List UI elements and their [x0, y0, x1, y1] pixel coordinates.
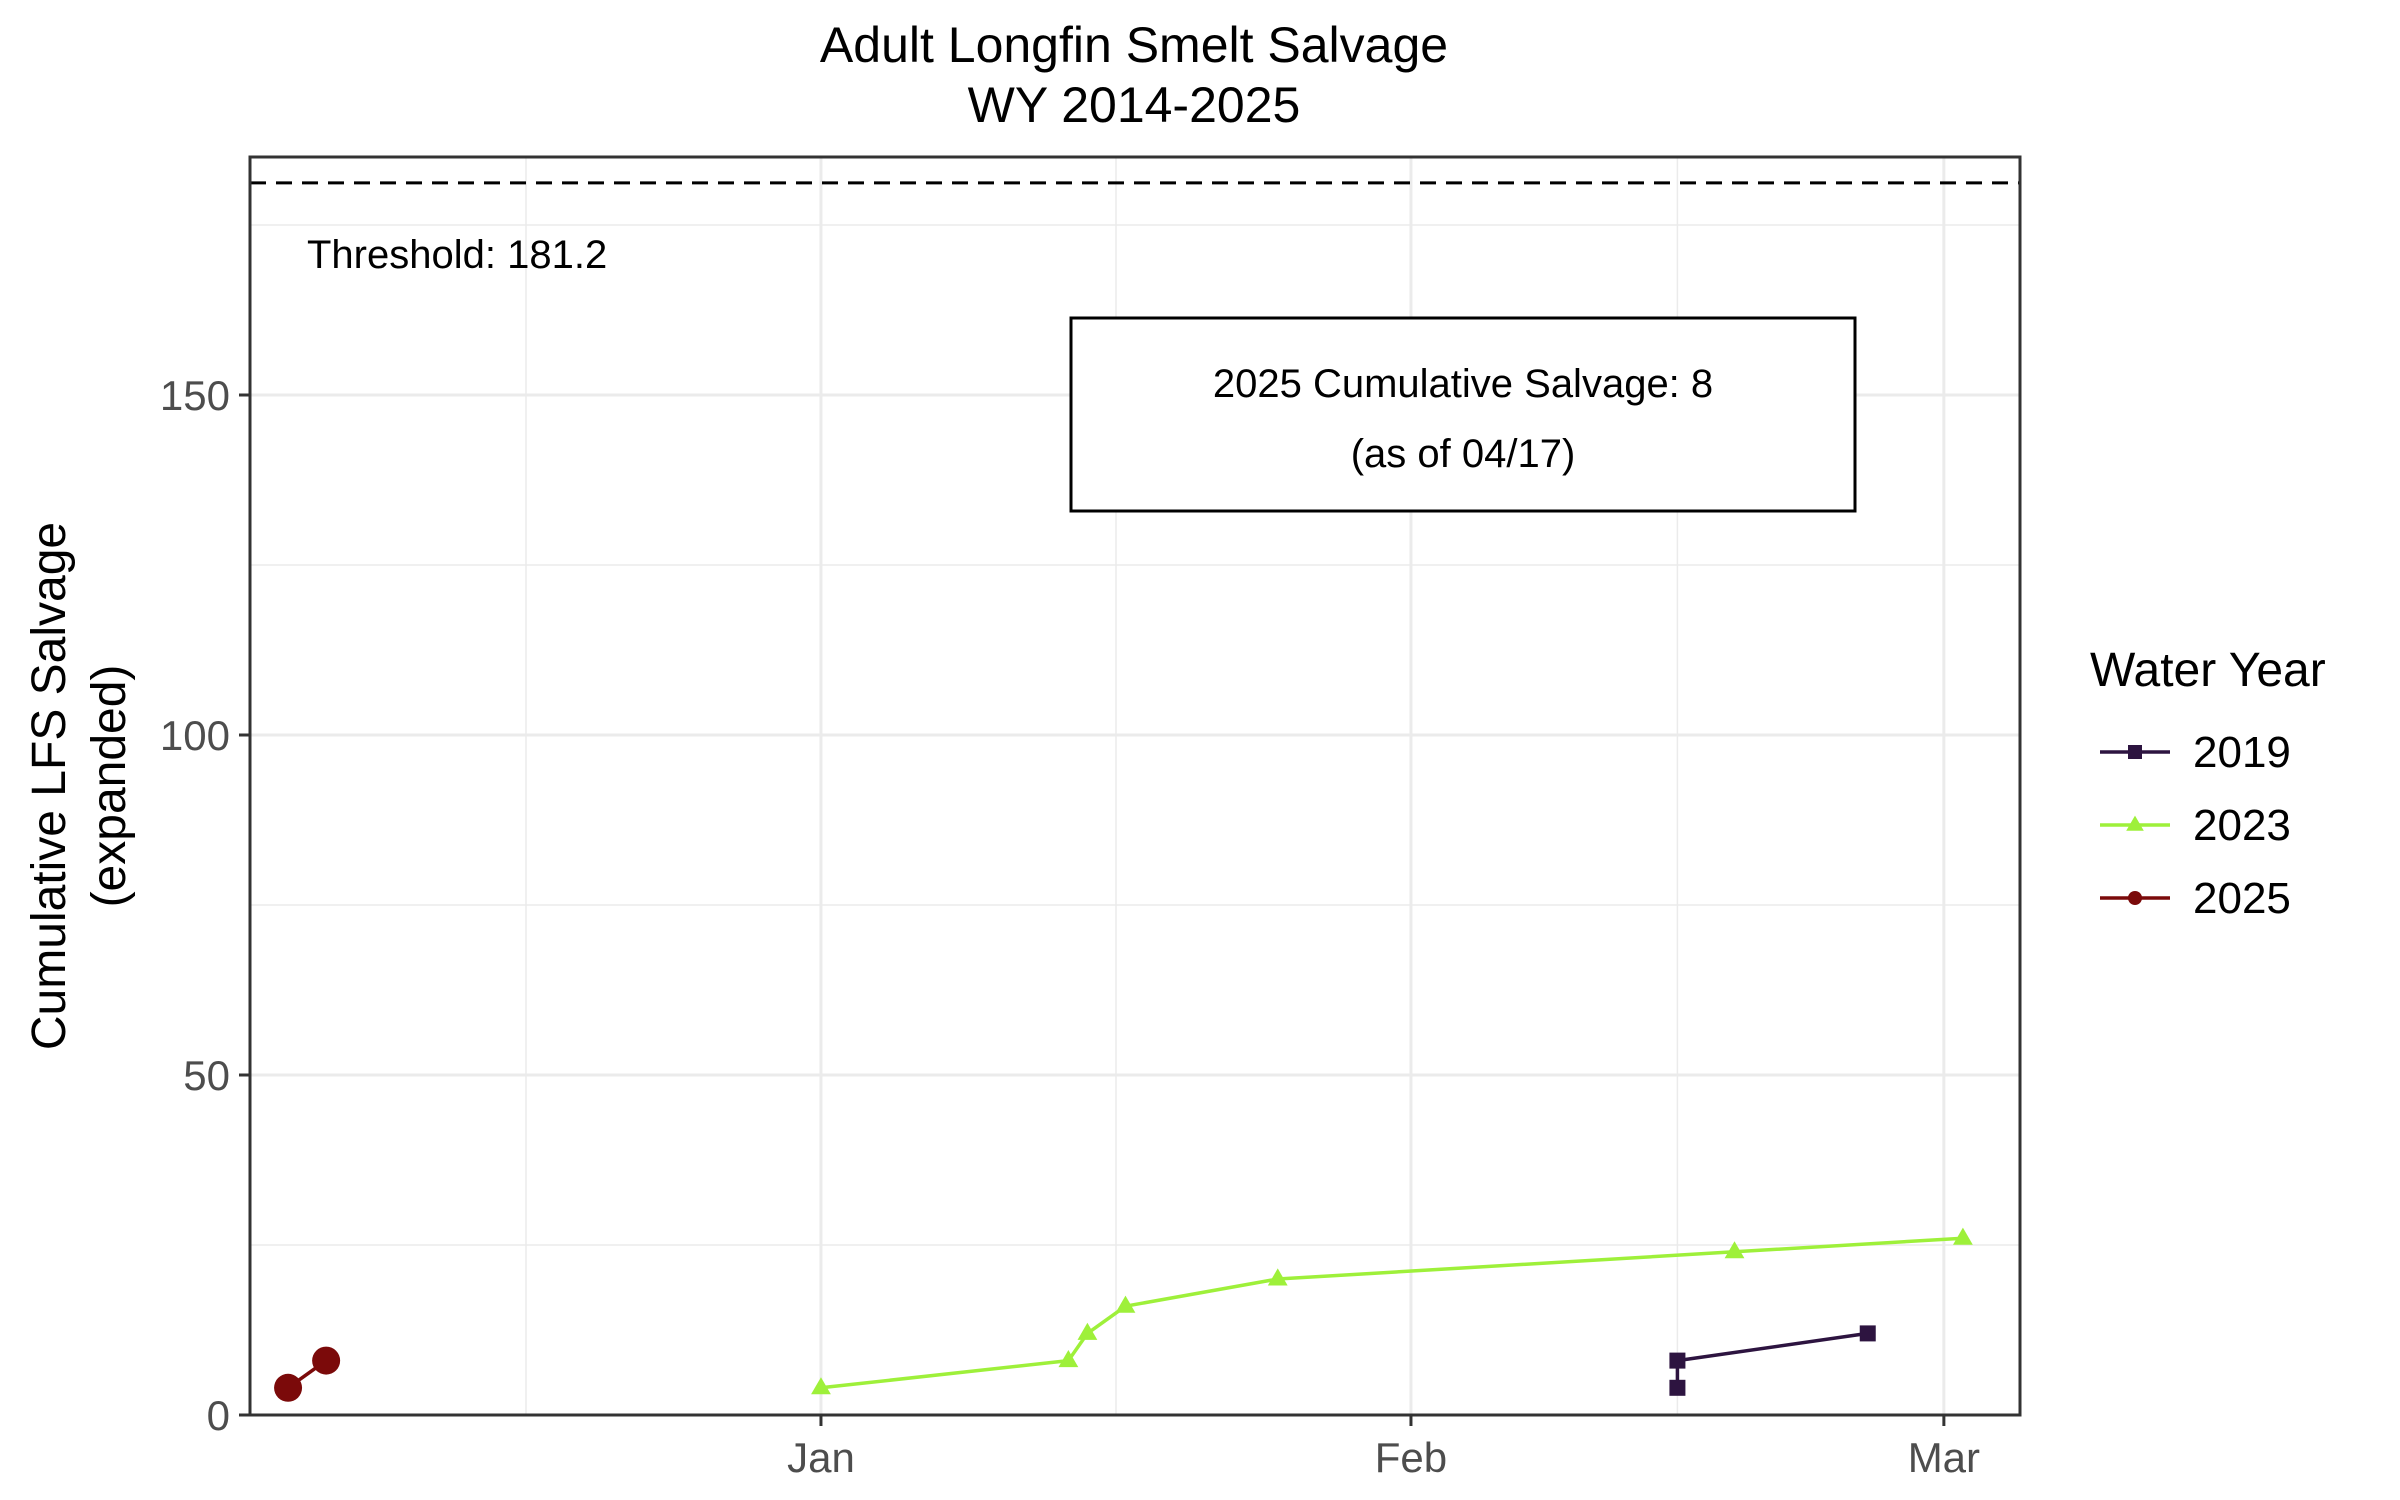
threshold-label: Threshold: 181.2: [307, 233, 607, 277]
legend-label-2019: 2019: [2193, 728, 2291, 777]
data-point-2019: [1859, 1325, 1876, 1342]
legend-item-2025: 2025: [2100, 874, 2291, 923]
legend-item-2023: 2023: [2100, 801, 2291, 850]
series-2023: [811, 1227, 1973, 1395]
y-axis-title-line-1: Cumulative LFS Salvage: [23, 522, 76, 1050]
y-tick-label: 150: [160, 372, 230, 419]
data-point-2023: [1953, 1227, 1973, 1245]
y-tick-label: 0: [207, 1392, 230, 1439]
y-tick-label: 100: [160, 712, 230, 759]
series-layer: [274, 1227, 1973, 1402]
y-tick-label: 50: [183, 1052, 230, 1099]
data-point-2023: [811, 1377, 831, 1395]
data-point-2023: [1724, 1241, 1745, 1259]
data-point-2019: [1669, 1379, 1686, 1396]
data-point-2019: [1669, 1352, 1686, 1369]
data-point-2023: [1058, 1349, 1079, 1368]
legend-item-2019: 2019: [2100, 728, 2291, 777]
annotation-line-1: 2025 Cumulative Salvage: 8: [1213, 362, 1713, 406]
data-point-2023: [1077, 1322, 1098, 1340]
plot-border: [248, 155, 2022, 1417]
axis-ticks: 0 50 100 150 Jan Feb Mar: [160, 372, 1980, 1481]
legend-marker-2025: [2128, 891, 2142, 905]
annotation-box: 2025 Cumulative Salvage: 8 (as of 04/17): [1069, 316, 1857, 513]
legend-marker-2023: [2126, 815, 2144, 831]
data-point-2025: [312, 1346, 341, 1375]
data-point-2025: [274, 1373, 303, 1402]
series-2025: [274, 1346, 341, 1402]
x-tick-label: Mar: [1908, 1434, 1980, 1481]
legend: Water Year 2019 2023 2025: [2090, 644, 2326, 923]
x-tick-label: Feb: [1375, 1434, 1447, 1481]
legend-label-2025: 2025: [2193, 874, 2291, 923]
chart-subtitle: WY 2014-2025: [968, 77, 1301, 133]
series-2019: [1669, 1325, 1876, 1396]
legend-label-2023: 2023: [2193, 801, 2291, 850]
legend-marker-2019: [2128, 745, 2142, 759]
data-point-2023: [1267, 1268, 1288, 1286]
chart-title: Adult Longfin Smelt Salvage: [820, 17, 1448, 73]
annotation-line-2: (as of 04/17): [1351, 432, 1576, 476]
data-point-2023: [1115, 1295, 1136, 1313]
y-axis-title-line-2: (expanded): [83, 665, 136, 908]
legend-title: Water Year: [2090, 644, 2326, 697]
x-tick-label: Jan: [787, 1434, 855, 1481]
